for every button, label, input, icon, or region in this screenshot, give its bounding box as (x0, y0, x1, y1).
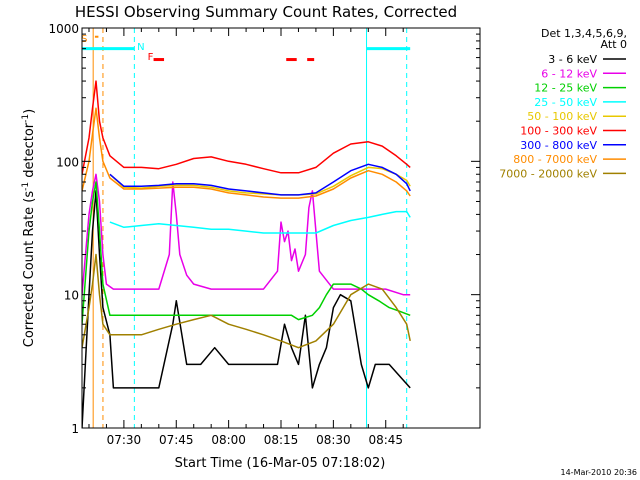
legend-entry-label: 7000 - 20000 keV (499, 167, 597, 180)
series-line-7 (82, 108, 410, 198)
y-tick-label: 1 (71, 422, 79, 436)
legend-entry-label: 100 - 300 keV (520, 125, 597, 138)
y-tick-label: 100 (56, 155, 79, 169)
legend-entry-label: 6 - 12 keV (541, 67, 597, 80)
count-rate-chart: HESSI Observing Summary Count Rates, Cor… (0, 0, 640, 480)
legend-entry-label: 25 - 50 keV (534, 96, 597, 109)
x-tick-label: 08:30 (316, 433, 351, 447)
legend-entry-label: 800 - 7000 keV (513, 153, 597, 166)
series-line-8 (82, 255, 410, 348)
legend-entry-label: 300 - 800 keV (520, 139, 597, 152)
flag-label-n: N (137, 42, 144, 53)
x-tick-label: 08:00 (211, 433, 246, 447)
x-tick-label: 08:15 (264, 433, 299, 447)
x-axis-label: Start Time (16-Mar-05 07:18:02) (175, 456, 386, 471)
chart-title: HESSI Observing Summary Count Rates, Cor… (75, 3, 457, 21)
series-line-3 (110, 212, 410, 233)
y-tick-label: 10 (64, 289, 79, 303)
legend-header: Att 0 (601, 38, 627, 51)
legend-entry-label: 12 - 25 keV (534, 82, 597, 95)
legend-entry-label: 3 - 6 keV (548, 53, 597, 66)
series-line-5 (82, 81, 410, 174)
x-tick-label: 08:45 (368, 433, 403, 447)
legend-entry-label: 50 - 100 keV (527, 110, 597, 123)
footer-timestamp: 14-Mar-2010 20:36 (561, 468, 638, 477)
y-axis-label: Corrected Count Rate (s-1 detector-1) (21, 109, 37, 347)
flag-label-f: F (148, 52, 154, 63)
y-tick-label: 1000 (48, 22, 79, 36)
series-line-2 (82, 182, 410, 324)
x-tick-label: 07:45 (159, 433, 194, 447)
x-tick-label: 07:30 (107, 433, 142, 447)
